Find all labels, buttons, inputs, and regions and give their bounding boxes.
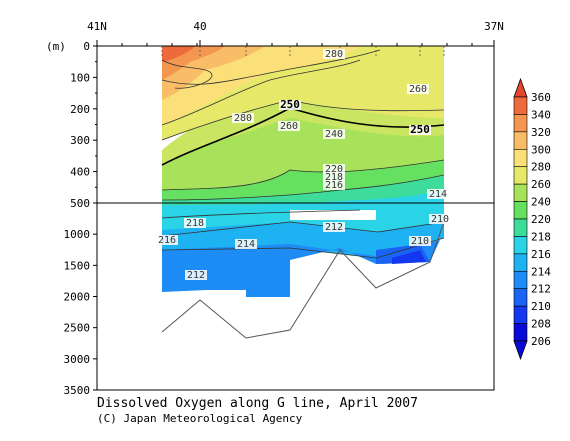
x-tick-label: 41N (87, 20, 107, 33)
fill-212-lower (162, 240, 440, 297)
contour-label: 212 (325, 222, 343, 233)
colorbar-tick-label: 240 (531, 196, 551, 209)
x-tick-label: 40 (193, 20, 206, 33)
colorbar-segment (513, 253, 528, 272)
colorbar-segment (513, 305, 528, 324)
no-data-gap (290, 210, 376, 220)
y-tick-label: 2500 (64, 322, 91, 335)
colorbar-tick-label: 320 (531, 126, 551, 139)
y-tick-label: 3000 (64, 353, 91, 366)
colorbar-tick-label: 206 (531, 335, 551, 348)
x-axis-top: 41N 40 37N (87, 20, 504, 56)
y-tick-label: 200 (70, 103, 90, 116)
contour-label-bg (323, 172, 345, 182)
contour-label: 280 (234, 113, 252, 124)
colorbar-segment (513, 270, 528, 290)
colorbar-segment (513, 131, 528, 150)
contour-label: 240 (325, 129, 343, 140)
contour-label: 210 (431, 214, 449, 225)
contour-label-bg (427, 189, 449, 199)
credit-label: (C) Japan Meteorological Agency (97, 412, 303, 425)
colorbar-segment (513, 218, 528, 237)
contour-label-bg (323, 164, 345, 174)
contour-label: 214 (237, 239, 255, 250)
colorbar-segment (513, 236, 528, 255)
contour-label: 212 (187, 270, 205, 281)
colorbar-segment (513, 323, 528, 342)
colorbar-tick-label: 208 (531, 318, 551, 331)
colorbar-bottom-arrow (513, 340, 528, 361)
contour-label-bg (184, 218, 206, 228)
y-tick-label: 500 (70, 197, 90, 210)
colorbar-segment (513, 166, 528, 185)
colorbar-segment (513, 201, 528, 220)
contour-label: 260 (280, 121, 298, 132)
y-axis: 0 100 200 300 400 500 1000 1500 2000 2500 3000 3500 (64, 40, 97, 397)
plot-frame (96, 45, 495, 391)
contour-label-bg (409, 236, 431, 246)
y-tick-label: 1500 (64, 259, 91, 272)
contour-label-bg (278, 121, 300, 131)
contour-label: 218 (325, 172, 343, 183)
contour-label: 250 (410, 123, 430, 136)
contour-label-bg (323, 49, 345, 59)
colorbar-segment (513, 183, 528, 202)
contour-lines (161, 49, 445, 259)
y-tick-label: 2000 (64, 291, 91, 304)
colorbar: 360 340 320 300 280 260 240 220 218 216 214 212 210 2… (513, 77, 551, 361)
y-tick-label: 100 (70, 71, 90, 84)
fill-340 (162, 46, 195, 62)
colorbar-tick-label: 260 (531, 178, 551, 191)
contour-label-bg (279, 100, 301, 110)
contour-label-bg (409, 125, 431, 135)
contour-label-bg (323, 129, 345, 139)
colorbar-segment (513, 114, 528, 133)
y-axis-unit-label: (m) (46, 40, 66, 53)
contour-label: 210 (411, 236, 429, 247)
contour-label: 218 (186, 218, 204, 229)
colorbar-segment (513, 96, 528, 115)
colorbar-tick-label: 360 (531, 91, 551, 104)
x-tick-label: 37N (484, 20, 504, 33)
colorbar-tick-label: 218 (531, 230, 551, 243)
contour-label-bg (232, 113, 254, 123)
contour-label-bg (235, 239, 257, 249)
colorbar-top-arrow (513, 77, 528, 98)
contour-label-bg (323, 222, 345, 232)
fill-214-lower (162, 222, 444, 258)
contour-label-bg (323, 180, 345, 190)
colorbar-tick-label: 216 (531, 248, 551, 261)
contour-label: 216 (325, 180, 343, 191)
contour-label-bg (156, 235, 178, 245)
fill-208-lower (392, 250, 426, 264)
contour-label-bg (185, 270, 207, 280)
contour-label-bg (429, 214, 451, 224)
contour-label: 216 (158, 235, 176, 246)
colorbar-tick-label: 210 (531, 300, 551, 313)
contour-label: 260 (409, 84, 427, 95)
y-tick-label: 0 (83, 40, 90, 53)
contour-label-bg (407, 84, 429, 94)
y-tick-label: 1000 (64, 228, 91, 241)
contour-label: 250 (280, 98, 300, 111)
contour-label: 214 (429, 189, 447, 200)
y-tick-label: 400 (70, 166, 90, 179)
colorbar-tick-label: 340 (531, 108, 551, 121)
chart-title: Dissolved Oxygen along G line, April 200… (97, 396, 418, 411)
colorbar-segment (513, 288, 528, 307)
bottom-topography (161, 221, 445, 339)
contour-label: 280 (325, 49, 343, 60)
colorbar-tick-label: 220 (531, 213, 551, 226)
colorbar-tick-label: 280 (531, 161, 551, 174)
colorbar-segment (513, 148, 528, 168)
colorbar-tick-label: 300 (531, 143, 551, 156)
y-tick-label: 300 (70, 134, 90, 147)
y-tick-label: 3500 (64, 384, 91, 397)
contour-label: 220 (325, 164, 343, 175)
colorbar-tick-label: 212 (531, 283, 551, 296)
colorbar-tick-label: 214 (531, 265, 551, 278)
